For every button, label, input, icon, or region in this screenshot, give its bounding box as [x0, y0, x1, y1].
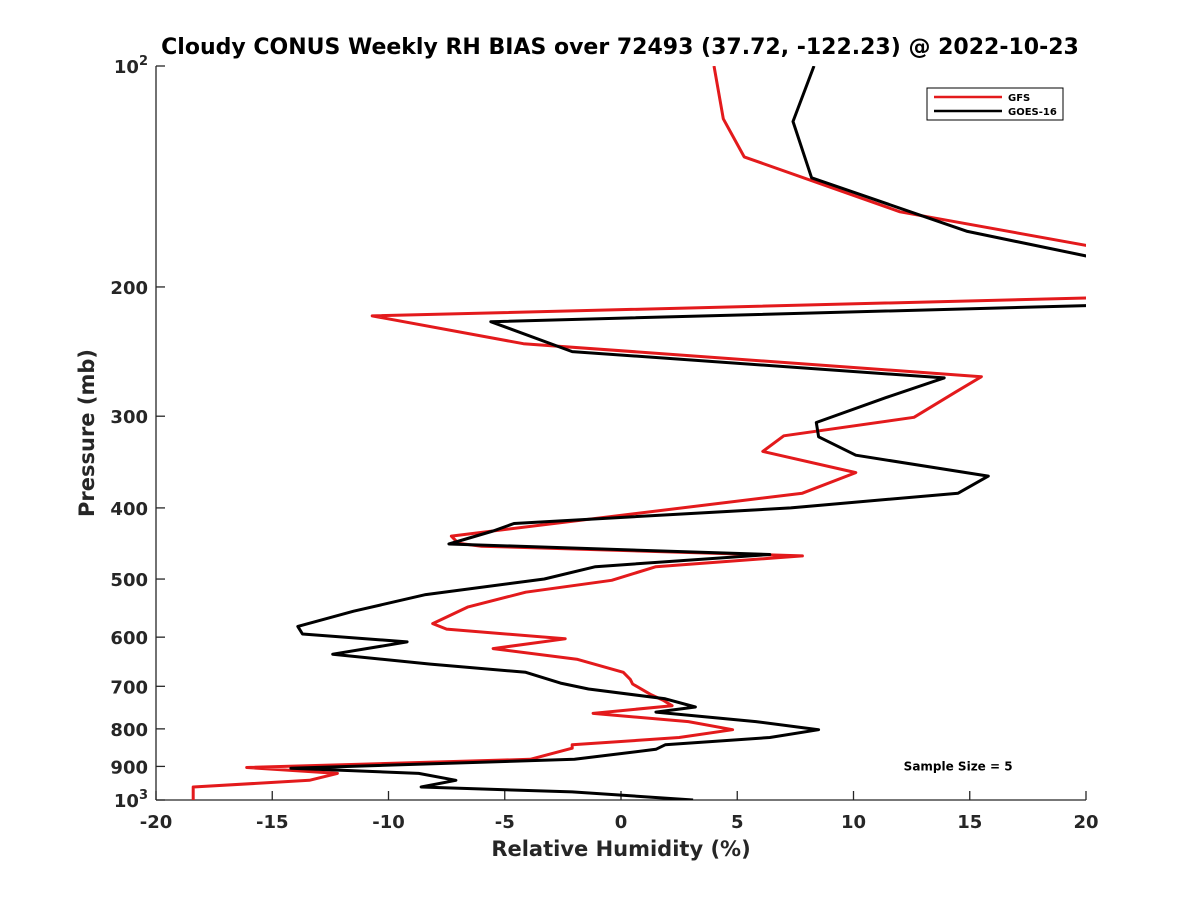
legend-label-gfs: GFS — [1008, 93, 1030, 104]
x-tick-label: -10 — [372, 812, 405, 833]
y-axis-label: Pressure (mb) — [75, 349, 99, 517]
y-tick-label: 500 — [110, 570, 148, 591]
chart-title: Cloudy CONUS Weekly RH BIAS over 72493 (… — [161, 35, 1079, 60]
sample-size-annotation: Sample Size = 5 — [904, 760, 1013, 774]
x-tick-label: -20 — [140, 812, 173, 833]
y-tick-label: 200 — [110, 278, 148, 299]
legend-box — [926, 87, 1064, 121]
x-tick-label: 10 — [841, 812, 866, 833]
x-tick-label: 20 — [1073, 812, 1098, 833]
y-tick-label: 400 — [110, 499, 148, 520]
legend: GFS GOES-16 — [926, 87, 1064, 121]
x-tick-label: 5 — [731, 812, 744, 833]
y-tick-label: 300 — [110, 407, 148, 428]
legend-label-goes16: GOES-16 — [1008, 107, 1057, 118]
y-tick-label: 600 — [110, 628, 148, 649]
series-line-goes16 — [289, 66, 1086, 800]
y-tick-label: 900 — [110, 757, 148, 778]
y-tick-label: 800 — [110, 720, 148, 741]
x-axis-ticks: -20 -15 -10 -5 0 5 10 15 20 — [140, 791, 1099, 833]
y-tick-label: 700 — [110, 677, 148, 698]
x-tick-label: -15 — [256, 812, 289, 833]
x-tick-label: -5 — [495, 812, 515, 833]
x-tick-label: 15 — [957, 812, 982, 833]
x-axis-label: Relative Humidity (%) — [491, 837, 750, 861]
series-line-gfs — [191, 66, 1086, 800]
series-group — [191, 66, 1086, 800]
x-tick-label: 0 — [615, 812, 628, 833]
